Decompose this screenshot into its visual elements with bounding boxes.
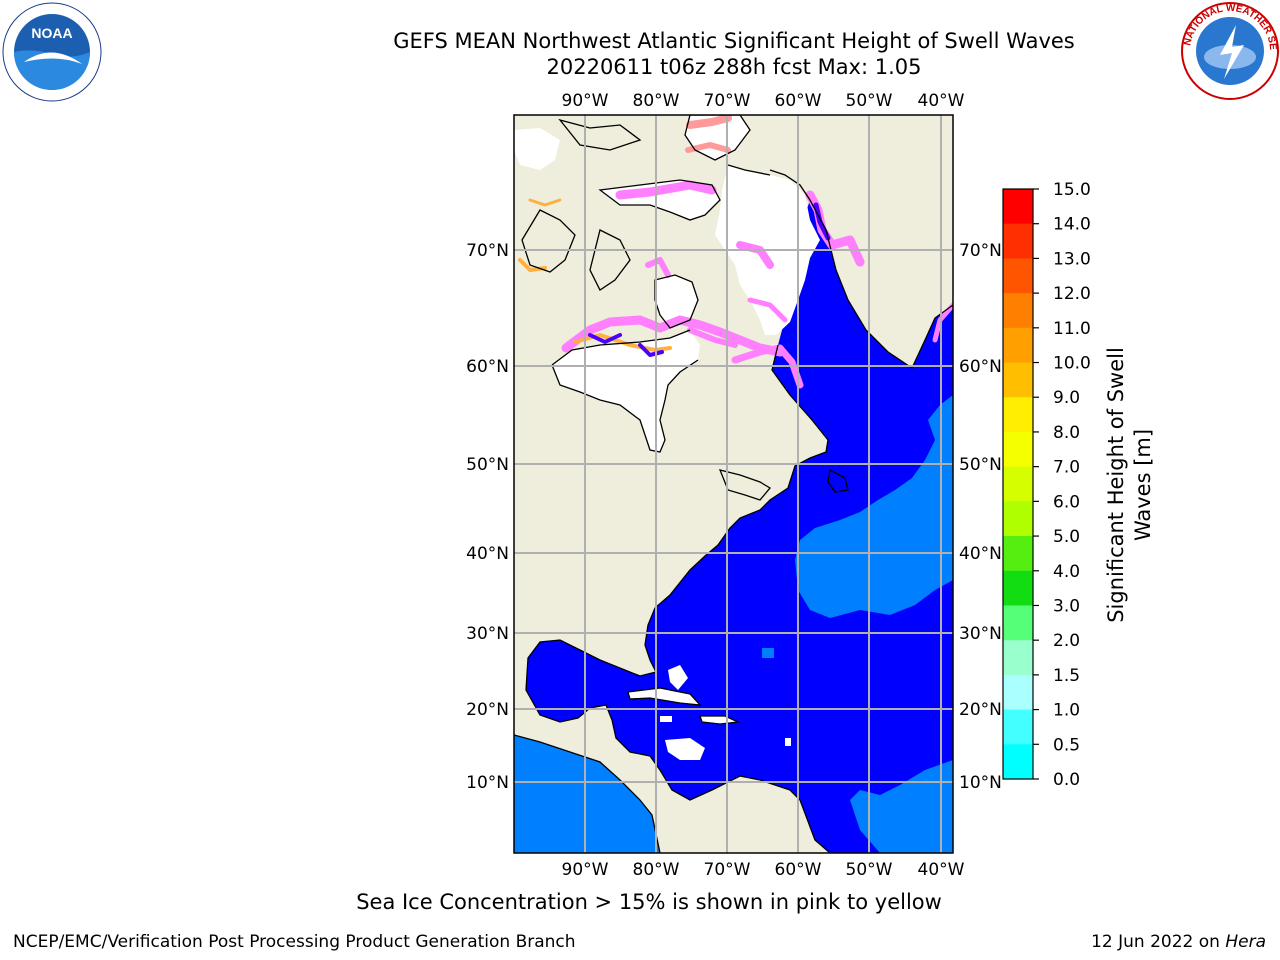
colorbar-swatch	[1003, 466, 1033, 502]
lon-label-top: 50°W	[846, 91, 893, 111]
lat-label-left: 10°N	[466, 773, 509, 793]
swell-area-mid	[795, 395, 953, 618]
colorbar-swatch	[1003, 223, 1033, 259]
lat-label-left: 20°N	[466, 700, 509, 720]
foxe-basin	[655, 275, 698, 328]
colorbar-tick-label: 8.0	[1053, 423, 1080, 443]
colorbar-tick-label: 9.0	[1053, 388, 1080, 408]
swell-area-south	[850, 760, 953, 853]
lat-label-right: 40°N	[959, 544, 1002, 564]
lat-label-right: 60°N	[959, 357, 1002, 377]
noaa-logo: NOAA	[2, 2, 102, 102]
chart-title: GEFS MEAN Northwest Atlantic Significant…	[393, 29, 1075, 53]
lat-label-left: 70°N	[466, 241, 509, 261]
colorbar-tick-label: 2.0	[1053, 631, 1080, 651]
map-area	[514, 115, 953, 853]
colorbar-swatch	[1003, 293, 1033, 329]
colorbar-tick-label: 0.5	[1053, 735, 1080, 755]
colorbar-swatch	[1003, 536, 1033, 572]
lon-label-bottom: 60°W	[775, 860, 822, 880]
colorbar-swatch	[1003, 605, 1033, 641]
colorbar-swatch	[1003, 709, 1033, 745]
colorbar-tick-label: 0.0	[1053, 770, 1080, 790]
lat-label-left: 60°N	[466, 357, 509, 377]
colorbar-tick-label: 14.0	[1053, 215, 1091, 235]
noaa-logo-text: NOAA	[31, 25, 72, 41]
lat-label-right: 30°N	[959, 624, 1002, 644]
lon-label-top: 70°W	[704, 91, 751, 111]
lat-label-left: 30°N	[466, 624, 509, 644]
lon-label-bottom: 70°W	[704, 860, 751, 880]
nws-logo: NATIONAL WEATHER SERVICE	[1180, 1, 1279, 100]
coastlines	[514, 115, 953, 853]
lat-label-left: 40°N	[466, 544, 509, 564]
lon-label-bottom: 80°W	[633, 860, 680, 880]
colorbar-tick-label: 12.0	[1053, 284, 1091, 304]
footer-date-text: 12 Jun 2022 on	[1091, 932, 1226, 952]
lat-labels-left: 70°N 60°N 50°N 40°N 30°N 20°N 10°N	[466, 241, 509, 793]
colorbar-swatch	[1003, 397, 1033, 433]
colorbar-tick-label: 11.0	[1053, 319, 1091, 339]
colorbar-tick-label: 7.0	[1053, 458, 1080, 478]
colorbar-swatch	[1003, 362, 1033, 398]
lat-label-left: 50°N	[466, 455, 509, 475]
colorbar-label-line2: Waves [m]	[1131, 429, 1155, 541]
lon-label-top: 80°W	[633, 91, 680, 111]
colorbar-ticks: 15.0 14.0 13.0 12.0 11.0 10.0 9.0 8.0 7.0 6.0 5.0 4…	[1033, 180, 1091, 790]
colorbar-tick-label: 1.5	[1053, 666, 1080, 686]
colorbar-swatch	[1003, 327, 1033, 364]
lat-label-right: 70°N	[959, 241, 1002, 261]
colorbar-tick-label: 4.0	[1053, 562, 1080, 582]
colorbar-tick-label: 10.0	[1053, 354, 1091, 374]
colorbar	[1003, 189, 1033, 780]
colorbar-swatch	[1003, 640, 1033, 676]
pacific-ocean	[514, 735, 660, 853]
lon-label-bottom: 50°W	[846, 860, 893, 880]
lon-label-bottom: 90°W	[562, 860, 609, 880]
lat-labels-right: 70°N 60°N 50°N 40°N 30°N 20°N 10°N	[959, 241, 1002, 793]
colorbar-tick-label: 6.0	[1053, 492, 1080, 512]
footer-credit: NCEP/EMC/Verification Post Processing Pr…	[13, 932, 576, 952]
gridlines	[514, 115, 953, 853]
colorbar-swatch	[1003, 501, 1033, 537]
chart-subtitle: 20220611 t06z 288h fcst Max: 1.05	[546, 55, 922, 79]
footer-host: Hera	[1225, 932, 1266, 952]
lon-label-bottom: 40°W	[918, 860, 965, 880]
colorbar-swatch	[1003, 431, 1033, 468]
colorbar-swatch	[1003, 744, 1033, 780]
colorbar-tick-label: 15.0	[1053, 180, 1091, 200]
colorbar-swatch	[1003, 258, 1033, 294]
sea-ice-note: Sea Ice Concentration > 15% is shown in …	[356, 890, 942, 914]
swell-patch	[762, 648, 774, 658]
lon-label-top: 90°W	[562, 91, 609, 111]
colorbar-tick-label: 1.0	[1053, 701, 1080, 721]
footer-date: 12 Jun 2022 on Hera	[1091, 932, 1266, 952]
colorbar-swatch	[1003, 570, 1033, 606]
colorbar-frame	[1002, 188, 1034, 780]
arctic-nw	[514, 128, 560, 170]
lat-label-right: 20°N	[959, 700, 1002, 720]
colorbar-tick-label: 5.0	[1053, 527, 1080, 547]
lon-label-top: 60°W	[775, 91, 822, 111]
map-frame	[513, 114, 954, 854]
lon-label-top: 40°W	[918, 91, 965, 111]
colorbar-tick-label: 13.0	[1053, 249, 1091, 269]
lat-label-right: 50°N	[959, 455, 1002, 475]
lat-label-right: 10°N	[959, 773, 1002, 793]
colorbar-swatch	[1003, 674, 1033, 711]
colorbar-label-line1: Significant Height of Swell	[1104, 347, 1128, 623]
atlantic-ocean	[526, 200, 953, 853]
hudson-bay	[552, 330, 700, 452]
colorbar-swatch	[1003, 189, 1033, 225]
lon-labels-bottom: 90°W 80°W 70°W 60°W 50°W 40°W	[562, 860, 965, 880]
lon-labels-top: 90°W 80°W 70°W 60°W 50°W 40°W	[562, 91, 965, 111]
colorbar-tick-label: 3.0	[1053, 596, 1080, 616]
